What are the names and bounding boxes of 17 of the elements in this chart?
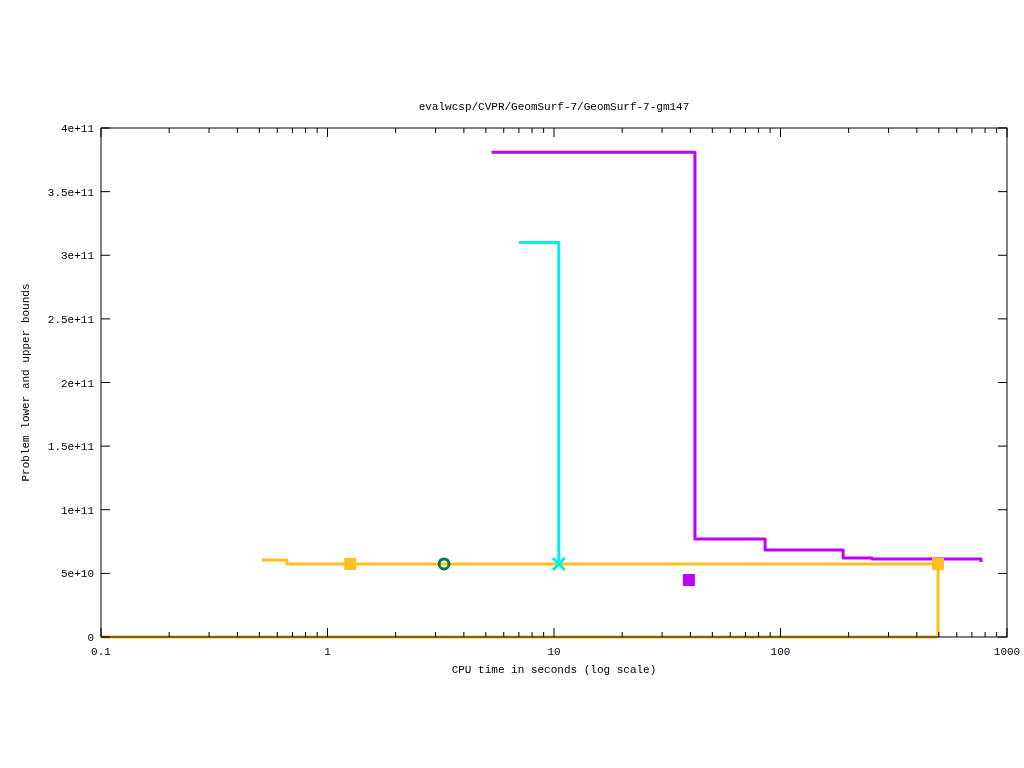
chart-title: evalwcsp/CVPR/GeomSurf-7/GeomSurf-7-gm147 [418, 101, 690, 113]
y-tick-label: 1.5e+11 [47, 441, 95, 454]
y-tick-label: 3.5e+11 [47, 186, 95, 199]
y-tick-label: 5e+10 [60, 568, 94, 581]
y-tick-label: 3e+11 [60, 250, 95, 263]
y-tick-label: 0 [87, 632, 94, 644]
x-tick-label: 1 [324, 646, 332, 658]
y-axis-title: Problem lower and upper bounds [20, 283, 32, 482]
x-tick-label: 1000 [993, 646, 1021, 658]
x-axis-title: CPU time in seconds (log scale) [451, 664, 657, 676]
y-tick-label: 2e+11 [60, 377, 95, 390]
y-tick-label: 2.5e+11 [47, 313, 95, 326]
y-tick-label: 4e+11 [60, 123, 95, 135]
x-tick-label: 0.1 [91, 646, 112, 658]
y-tick-label: 1e+11 [60, 504, 95, 517]
x-tick-label: 10 [547, 646, 561, 658]
x-tick-label: 100 [770, 646, 791, 658]
